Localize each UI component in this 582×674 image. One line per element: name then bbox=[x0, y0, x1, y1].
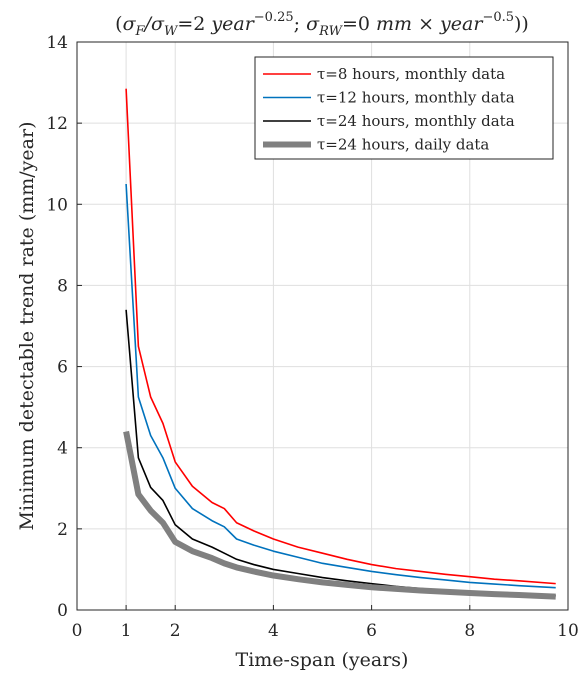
x-tick-label: 0 bbox=[72, 621, 83, 641]
chart-title: (σF/σW=2 year−0.25; σRW=0 mm × year−0.5)… bbox=[115, 10, 529, 39]
x-tick-label: 6 bbox=[366, 621, 377, 641]
y-tick-label: 14 bbox=[46, 33, 68, 53]
y-tick-label: 8 bbox=[57, 276, 68, 296]
series-line-1 bbox=[125, 88, 556, 585]
legend-label: τ=8 hours, monthly data bbox=[317, 65, 505, 83]
y-tick-label: 10 bbox=[46, 195, 68, 215]
series-line-2 bbox=[125, 183, 556, 589]
x-tick-label: 1 bbox=[121, 621, 132, 641]
y-tick-label: 12 bbox=[46, 114, 68, 134]
y-tick-label: 4 bbox=[57, 439, 68, 459]
y-tick-label: 0 bbox=[57, 601, 68, 621]
plot-area bbox=[76, 41, 569, 611]
y-tick-label: 2 bbox=[57, 520, 68, 540]
series-line-4 bbox=[123, 430, 556, 600]
axes-box bbox=[76, 41, 569, 611]
legend: τ=8 hours, monthly data τ=12 hours, month… bbox=[254, 56, 554, 160]
x-tick-label: 2 bbox=[170, 621, 181, 641]
legend-label: τ=24 hours, daily data bbox=[317, 136, 489, 154]
x-tick-label: 8 bbox=[464, 621, 475, 641]
legend-label: τ=12 hours, monthly data bbox=[317, 89, 515, 107]
x-tick-label: 4 bbox=[268, 621, 279, 641]
x-axis-label: Time-span (years) bbox=[236, 649, 409, 671]
y-axis-label: Minimum detectable trend rate (mm/year) bbox=[16, 122, 38, 531]
y-tick-label: 6 bbox=[57, 358, 68, 378]
legend-label: τ=24 hours, monthly data bbox=[317, 112, 515, 130]
x-tick-label: 10 bbox=[557, 621, 579, 641]
